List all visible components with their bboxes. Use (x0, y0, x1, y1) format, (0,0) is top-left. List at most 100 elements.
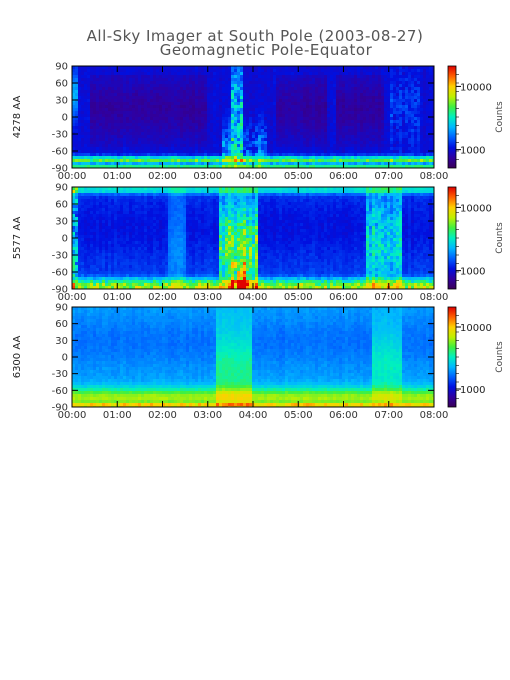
heatmap-cell (255, 84, 259, 88)
heatmap-cell (291, 81, 295, 85)
heatmap-cell (276, 147, 280, 151)
heatmap-cell (120, 66, 124, 70)
heatmap-cell (354, 99, 358, 103)
heatmap-cell (318, 69, 322, 73)
heatmap-cell (249, 78, 253, 82)
heatmap-cell (192, 117, 196, 121)
heatmap-cell (288, 81, 292, 85)
heatmap-cell (291, 156, 295, 160)
heatmap-cell (393, 105, 397, 109)
heatmap-cell (90, 93, 94, 97)
heatmap-cell (87, 190, 91, 194)
heatmap-cell (114, 147, 118, 151)
heatmap-cell (321, 162, 325, 166)
heatmap-cell (285, 159, 289, 163)
heatmap-cell (228, 147, 232, 151)
heatmap-cell (411, 150, 415, 154)
heatmap-cell (105, 99, 109, 103)
heatmap-cell (84, 217, 88, 221)
heatmap-cell (288, 84, 292, 88)
heatmap-cell (261, 126, 265, 130)
heatmap-cell (189, 78, 193, 82)
heatmap-cell (237, 96, 241, 100)
heatmap-cell (135, 274, 139, 278)
heatmap-cell (171, 129, 175, 133)
heatmap-cell (114, 271, 118, 275)
heatmap-cell (336, 78, 340, 82)
heatmap-cell (108, 211, 112, 215)
heatmap-cell (261, 135, 265, 139)
heatmap-cell (99, 238, 103, 242)
heatmap-cell (252, 99, 256, 103)
heatmap-cell (423, 120, 427, 124)
heatmap-cell (297, 75, 301, 79)
heatmap-cell (264, 126, 268, 130)
heatmap-cell (309, 147, 313, 151)
heatmap-cell (234, 141, 238, 145)
heatmap-cell (102, 105, 106, 109)
heatmap-cell (72, 238, 76, 242)
heatmap-cell (423, 108, 427, 112)
heatmap-cell (162, 129, 166, 133)
chart-subtitle: Geomagnetic Pole-Equator (160, 41, 373, 59)
heatmap-cell (255, 90, 259, 94)
heatmap-cell (144, 147, 148, 151)
heatmap-cell (117, 229, 121, 233)
heatmap-cell (336, 93, 340, 97)
heatmap-cell (384, 165, 388, 168)
heatmap-cell (87, 202, 91, 206)
heatmap-cell (369, 105, 373, 109)
heatmap-cell (378, 147, 382, 151)
heatmap-cell (255, 120, 259, 124)
heatmap-cell (129, 262, 133, 266)
heatmap-cell (183, 159, 187, 163)
heatmap-cell (411, 108, 415, 112)
heatmap-cell (222, 66, 226, 70)
heatmap-cell (141, 271, 145, 275)
heatmap-cell (192, 165, 196, 168)
heatmap-cell (135, 220, 139, 224)
heatmap-cell (384, 84, 388, 88)
heatmap-cell (78, 208, 82, 212)
heatmap-cell (168, 90, 172, 94)
heatmap-cell (369, 78, 373, 82)
heatmap-cell (432, 156, 434, 160)
heatmap-cell (129, 147, 133, 151)
heatmap-cell (189, 93, 193, 97)
heatmap-cell (120, 223, 124, 227)
heatmap-cell (333, 120, 337, 124)
heatmap-cell (108, 126, 112, 130)
heatmap-cell (312, 162, 316, 166)
heatmap-cell (93, 250, 97, 254)
heatmap-cell (204, 99, 208, 103)
heatmap-cell (324, 117, 328, 121)
heatmap-cell (306, 165, 310, 168)
heatmap-cell (207, 114, 211, 118)
heatmap-cell (111, 214, 115, 218)
heatmap-cell (126, 241, 130, 245)
heatmap-cell (72, 138, 76, 142)
heatmap-cell (291, 66, 295, 70)
heatmap-cell (78, 66, 82, 70)
heatmap-cell (195, 75, 199, 79)
heatmap-cell (72, 211, 76, 215)
heatmap-cell (207, 126, 211, 130)
heatmap-cell (234, 69, 238, 73)
heatmap-cell (426, 87, 430, 91)
heatmap-cell (297, 153, 301, 157)
heatmap-cell (78, 229, 82, 233)
heatmap-cell (72, 105, 76, 109)
heatmap-cell (210, 165, 214, 168)
heatmap-cell (81, 162, 85, 166)
heatmap-cell (411, 99, 415, 103)
heatmap-cell (78, 277, 82, 281)
heatmap-cell (129, 120, 133, 124)
heatmap-cell (117, 274, 121, 278)
heatmap-cell (291, 84, 295, 88)
heatmap-cell (141, 117, 145, 121)
heatmap-cell (78, 202, 82, 206)
heatmap-cell (363, 159, 367, 163)
heatmap-cell (201, 162, 205, 166)
heatmap-cell (78, 205, 82, 209)
heatmap-cell (405, 84, 409, 88)
